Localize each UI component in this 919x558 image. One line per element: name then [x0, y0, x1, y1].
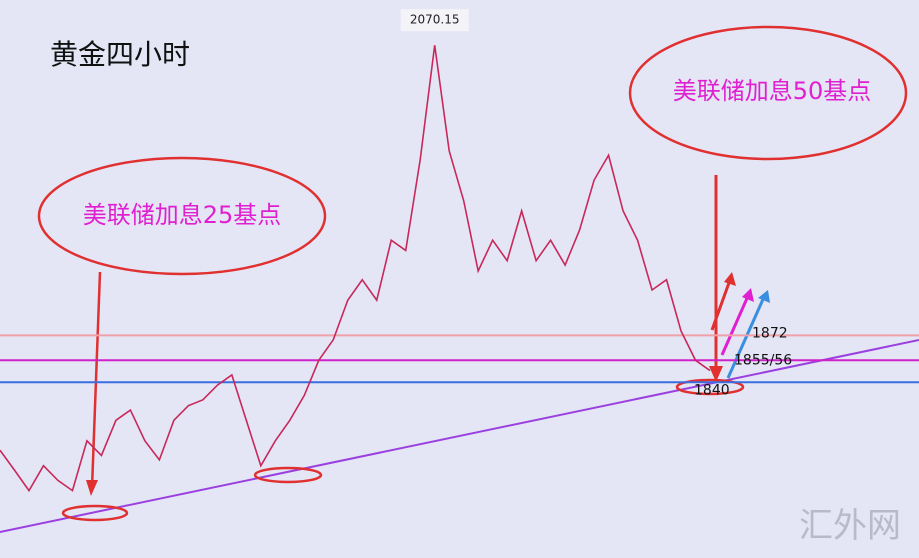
callout: 美联储加息50基点: [673, 77, 872, 105]
peak-label-bg: [400, 9, 469, 32]
callout: 美联储加息25基点: [83, 201, 282, 229]
watermark: 汇外网: [799, 506, 901, 546]
level-label: 1872: [752, 325, 788, 341]
arrow-head: [709, 366, 723, 382]
level-label: 1855/56: [734, 352, 792, 368]
arrow: [726, 296, 766, 379]
trend-line: [0, 339, 919, 533]
arrow-head: [724, 272, 736, 286]
price-line: [0, 45, 711, 493]
marker-ellipse: [675, 378, 745, 396]
marker-ellipse: [61, 504, 129, 522]
arrow-head: [86, 480, 98, 496]
arrow: [90, 271, 102, 489]
peak-label: 2070.15: [410, 13, 460, 27]
callout-ellipse: [37, 156, 327, 276]
arrow: [720, 295, 750, 356]
marker-ellipse: [253, 466, 323, 484]
chart-title: 黄金四小时: [50, 38, 190, 71]
arrow-head: [742, 288, 754, 302]
arrow: [710, 279, 732, 331]
level-label: 1840: [694, 382, 730, 398]
callout-ellipse: [628, 25, 908, 161]
arrow-head: [758, 290, 770, 303]
